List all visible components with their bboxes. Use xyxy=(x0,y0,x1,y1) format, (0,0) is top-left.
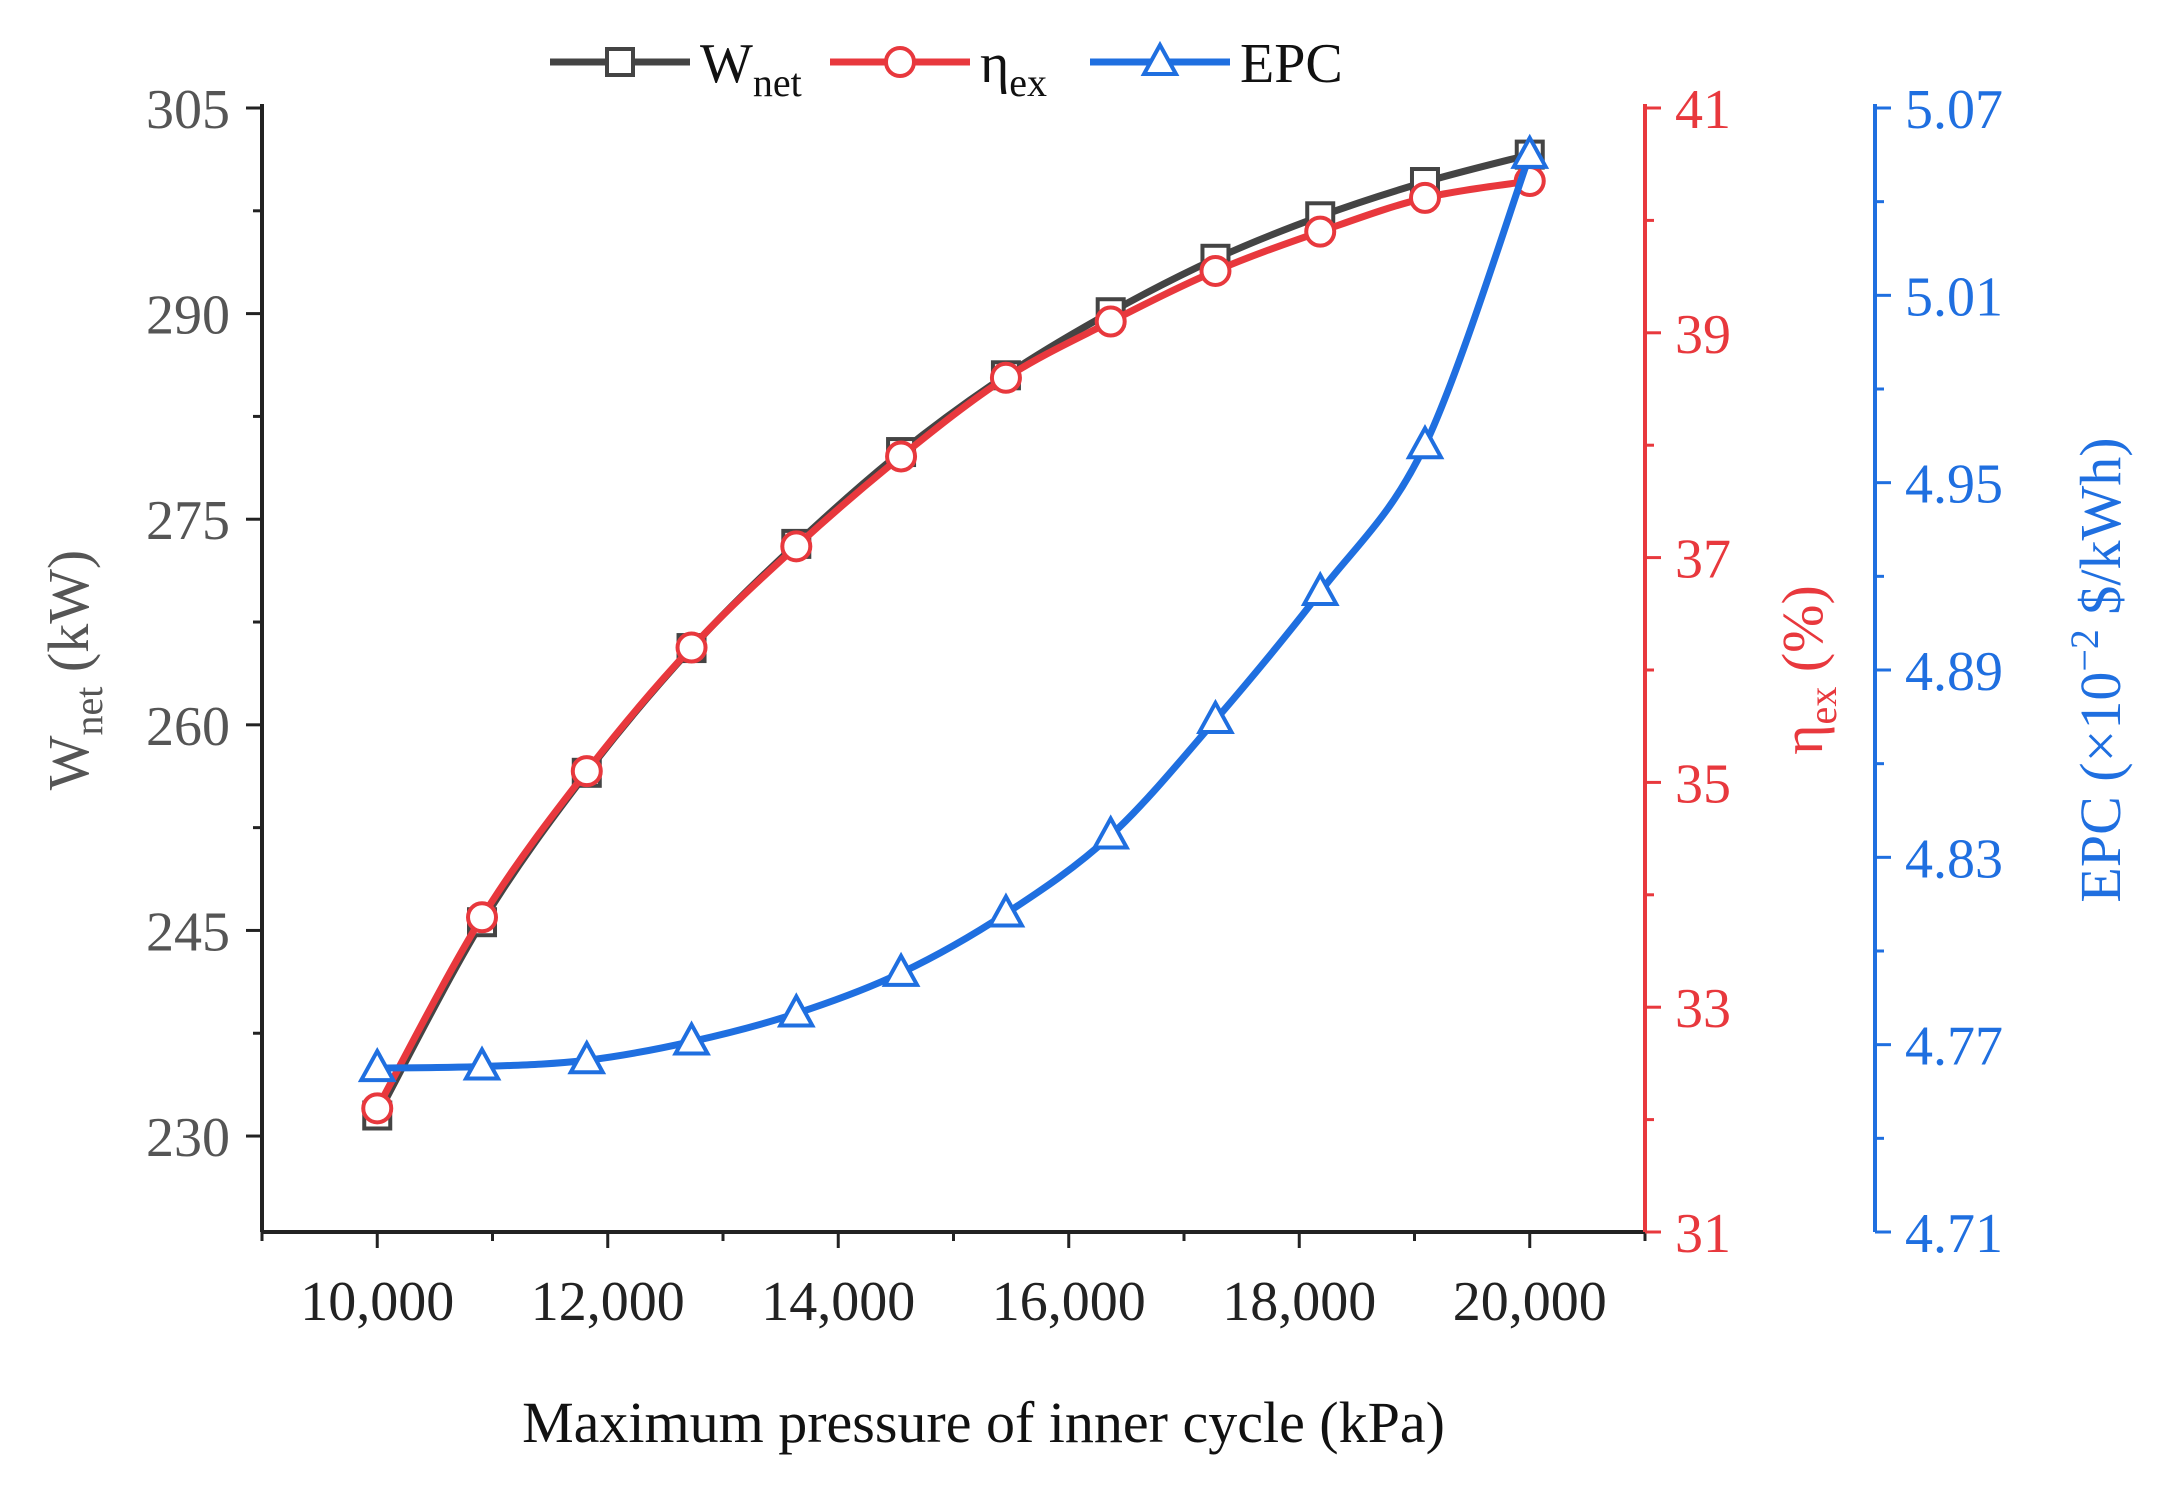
legend-marker xyxy=(605,47,635,77)
data-point-epc xyxy=(462,1045,502,1081)
right1-tick-label: 37 xyxy=(1675,529,1731,591)
data-point-epc xyxy=(986,892,1026,928)
right2-axis-title: EPC (×10−2 $/kWh) xyxy=(2062,437,2133,902)
data-point-epc xyxy=(672,1020,711,1056)
data-point-epc xyxy=(357,1046,397,1083)
right1-tick-label: 41 xyxy=(1675,79,1731,141)
left-tick-label: 245 xyxy=(146,901,230,963)
right2-tick-label: 4.95 xyxy=(1905,454,2003,516)
left-tick-label: 275 xyxy=(146,490,230,552)
left-tick-label: 290 xyxy=(146,285,230,347)
right2-tick-label: 5.01 xyxy=(1905,266,2003,328)
left-tick-label: 230 xyxy=(146,1107,230,1169)
legend-label: EPC xyxy=(1240,33,1343,95)
legend-label: ηex xyxy=(980,33,1047,105)
x-tick-label: 20,000 xyxy=(1453,1271,1607,1333)
x-tick-label: 12,000 xyxy=(531,1271,685,1333)
data-point-epc xyxy=(567,1039,607,1075)
data-point-ex xyxy=(1408,181,1441,214)
data-point-epc xyxy=(881,951,921,987)
series-wnet-group xyxy=(362,139,1545,1131)
data-point-ex xyxy=(885,440,918,473)
data-point-ex xyxy=(989,361,1022,394)
data-point-ex xyxy=(1094,305,1127,338)
left-tick-label: 260 xyxy=(146,696,230,758)
x-tick-label: 18,000 xyxy=(1222,1271,1376,1333)
legend: Wnet ηex EPC xyxy=(550,33,1343,105)
series-epc-group xyxy=(357,133,1550,1083)
left-axis-title: Wnet (kW) xyxy=(36,550,111,791)
series-line-epc xyxy=(373,151,1534,1072)
x-tick-label: 16,000 xyxy=(992,1271,1146,1333)
right2-tick-label: 5.07 xyxy=(1905,79,2003,141)
legend-label: Wnet xyxy=(700,33,802,105)
legend-marker xyxy=(884,46,916,78)
legend-item-wnet: Wnet xyxy=(550,33,802,105)
data-point-ex xyxy=(466,901,499,934)
right1-tick-label: 39 xyxy=(1675,304,1731,366)
right2-tick-label: 4.71 xyxy=(1905,1203,2003,1265)
series-line-wnet xyxy=(373,151,1534,1119)
data-point-epc xyxy=(1405,424,1445,460)
axes-layer: 10,000 12,000 14,000 16,000 18,000 20,000Maxi… xyxy=(36,79,2133,1455)
right1-tick-label: 33 xyxy=(1675,978,1731,1040)
right1-axis-title: ηex (%) xyxy=(1770,585,1845,755)
series-ex-group xyxy=(361,165,1546,1125)
right2-tick-label: 4.77 xyxy=(1905,1016,2003,1078)
data-point-epc xyxy=(1510,133,1550,169)
data-point-ex xyxy=(361,1092,394,1125)
series-line-ex xyxy=(373,177,1534,1112)
data-point-ex xyxy=(1199,254,1232,287)
legend-item-epc: EPC xyxy=(1090,33,1343,95)
x-tick-label: 10,000 xyxy=(300,1271,454,1333)
series-layer xyxy=(357,133,1550,1131)
right2-tick-label: 4.83 xyxy=(1905,828,2003,890)
x-axis-title: Maximum pressure of inner cycle (kPa) xyxy=(522,1390,1445,1455)
data-point-epc xyxy=(1300,570,1340,606)
legend-item-ex: ηex xyxy=(830,33,1047,105)
data-point-ex xyxy=(570,755,603,788)
x-tick-label: 14,000 xyxy=(761,1271,915,1333)
data-point-ex xyxy=(780,530,813,563)
data-point-epc xyxy=(776,992,816,1028)
right1-tick-label: 35 xyxy=(1675,753,1731,815)
left-tick-label: 305 xyxy=(146,79,230,141)
right2-tick-label: 4.89 xyxy=(1905,641,2003,703)
right1-tick-label: 31 xyxy=(1675,1203,1731,1265)
data-point-ex xyxy=(1304,215,1337,248)
legend-marker xyxy=(1140,40,1180,76)
data-point-epc xyxy=(1091,814,1131,850)
data-point-ex xyxy=(675,631,708,664)
data-point-epc xyxy=(1196,698,1235,734)
